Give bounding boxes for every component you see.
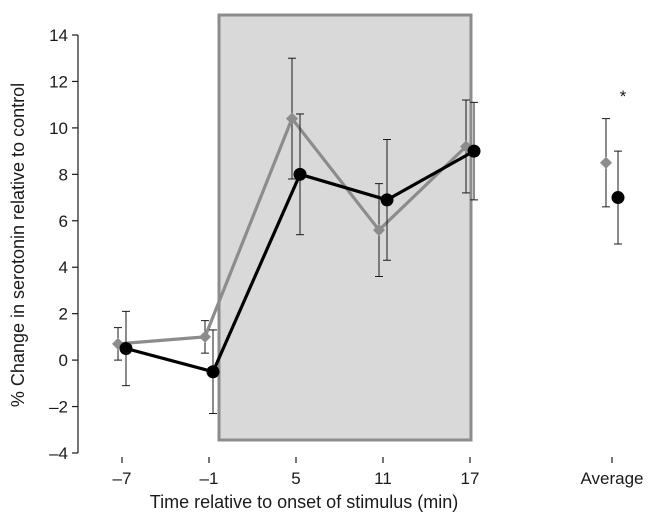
gray-average-point <box>600 156 612 169</box>
average-panel: * <box>600 87 627 245</box>
black-circle-point <box>380 193 394 207</box>
x-axis-title: Time relative to onset of stimulus (min) <box>150 492 458 512</box>
y-tick-label: 6 <box>59 212 68 231</box>
x-tick-label: 17 <box>461 469 480 488</box>
black-circle-point <box>467 144 481 158</box>
stimulus-region <box>217 13 473 442</box>
x-tick-label: 11 <box>374 469 392 488</box>
gray-diamond-point <box>286 112 298 125</box>
y-tick-label: 0 <box>59 351 68 370</box>
y-tick-label: 4 <box>59 258 68 277</box>
black-circle-point <box>206 365 220 379</box>
y-axis-title: % Change in serotonin relative to contro… <box>8 83 28 407</box>
significance-asterisk: * <box>620 87 627 106</box>
y-tick-label: –2 <box>49 398 68 417</box>
y-tick-label: 2 <box>59 305 68 324</box>
y-tick-label: 10 <box>49 119 68 138</box>
y-tick-label: 12 <box>49 72 68 91</box>
black-average-point <box>611 191 625 205</box>
black-circle-point <box>293 167 307 181</box>
y-tick-label: 14 <box>49 26 68 45</box>
x-tick-label: –1 <box>200 469 219 488</box>
y-tick-label: –4 <box>49 444 68 463</box>
x-tick-label: 5 <box>291 469 300 488</box>
axes: –4 –2 0 2 4 6 8 10 12 14 –7 –1 5 11 17 Average <box>49 26 643 488</box>
x-tick-label: –7 <box>113 469 132 488</box>
gray-diamond-point <box>199 330 211 343</box>
gray-diamond-point <box>373 224 385 237</box>
y-tick-label: 8 <box>59 165 68 184</box>
x-tick-label-average: Average <box>580 469 643 488</box>
black-circle-point <box>119 342 133 355</box>
data-series <box>112 57 481 415</box>
stimulus-shaded-region-layer <box>217 13 473 442</box>
